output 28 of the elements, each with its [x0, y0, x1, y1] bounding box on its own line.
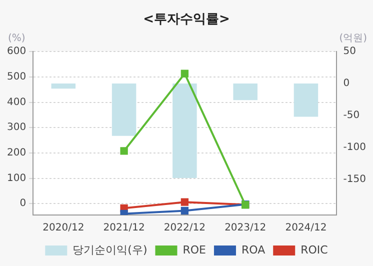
point — [120, 147, 128, 155]
legend-label: ROIC — [300, 243, 328, 256]
y-tick-label: 100 — [6, 172, 26, 184]
y-tick-label: 300 — [6, 122, 26, 134]
y2-tick-label: -50 — [343, 110, 360, 122]
y-tick-label: 500 — [6, 72, 26, 83]
legend-label: 당기순이익(우) — [72, 243, 148, 256]
y2-tick-label: -150 — [343, 174, 366, 185]
x-tick-label: 2023/12 — [224, 222, 266, 234]
y2-tick-label: 0 — [343, 78, 350, 90]
y-tick-label: 600 — [6, 46, 26, 58]
chart-title: <투자수익률> — [143, 12, 230, 28]
x-tick-label: 2022/12 — [164, 222, 206, 234]
point — [180, 70, 189, 78]
legend-label: ROE — [182, 243, 206, 256]
y2-axis-title: (억원) — [339, 33, 368, 44]
point — [180, 198, 189, 206]
y-axis-title: (%) — [8, 33, 26, 44]
y-tick-label: 0 — [20, 198, 26, 210]
legend-label: ROA — [241, 243, 266, 256]
x-tick-label: 2024/12 — [285, 222, 327, 234]
y-tick-label: 400 — [6, 96, 26, 108]
y2-tick-label: 50 — [343, 46, 356, 58]
y-tick-label: 200 — [6, 148, 26, 159]
x-tick-label: 2020/12 — [42, 222, 84, 234]
point — [180, 206, 189, 215]
y2-tick-label: -100 — [343, 142, 366, 153]
x-tick-label: 2021/12 — [103, 222, 145, 234]
